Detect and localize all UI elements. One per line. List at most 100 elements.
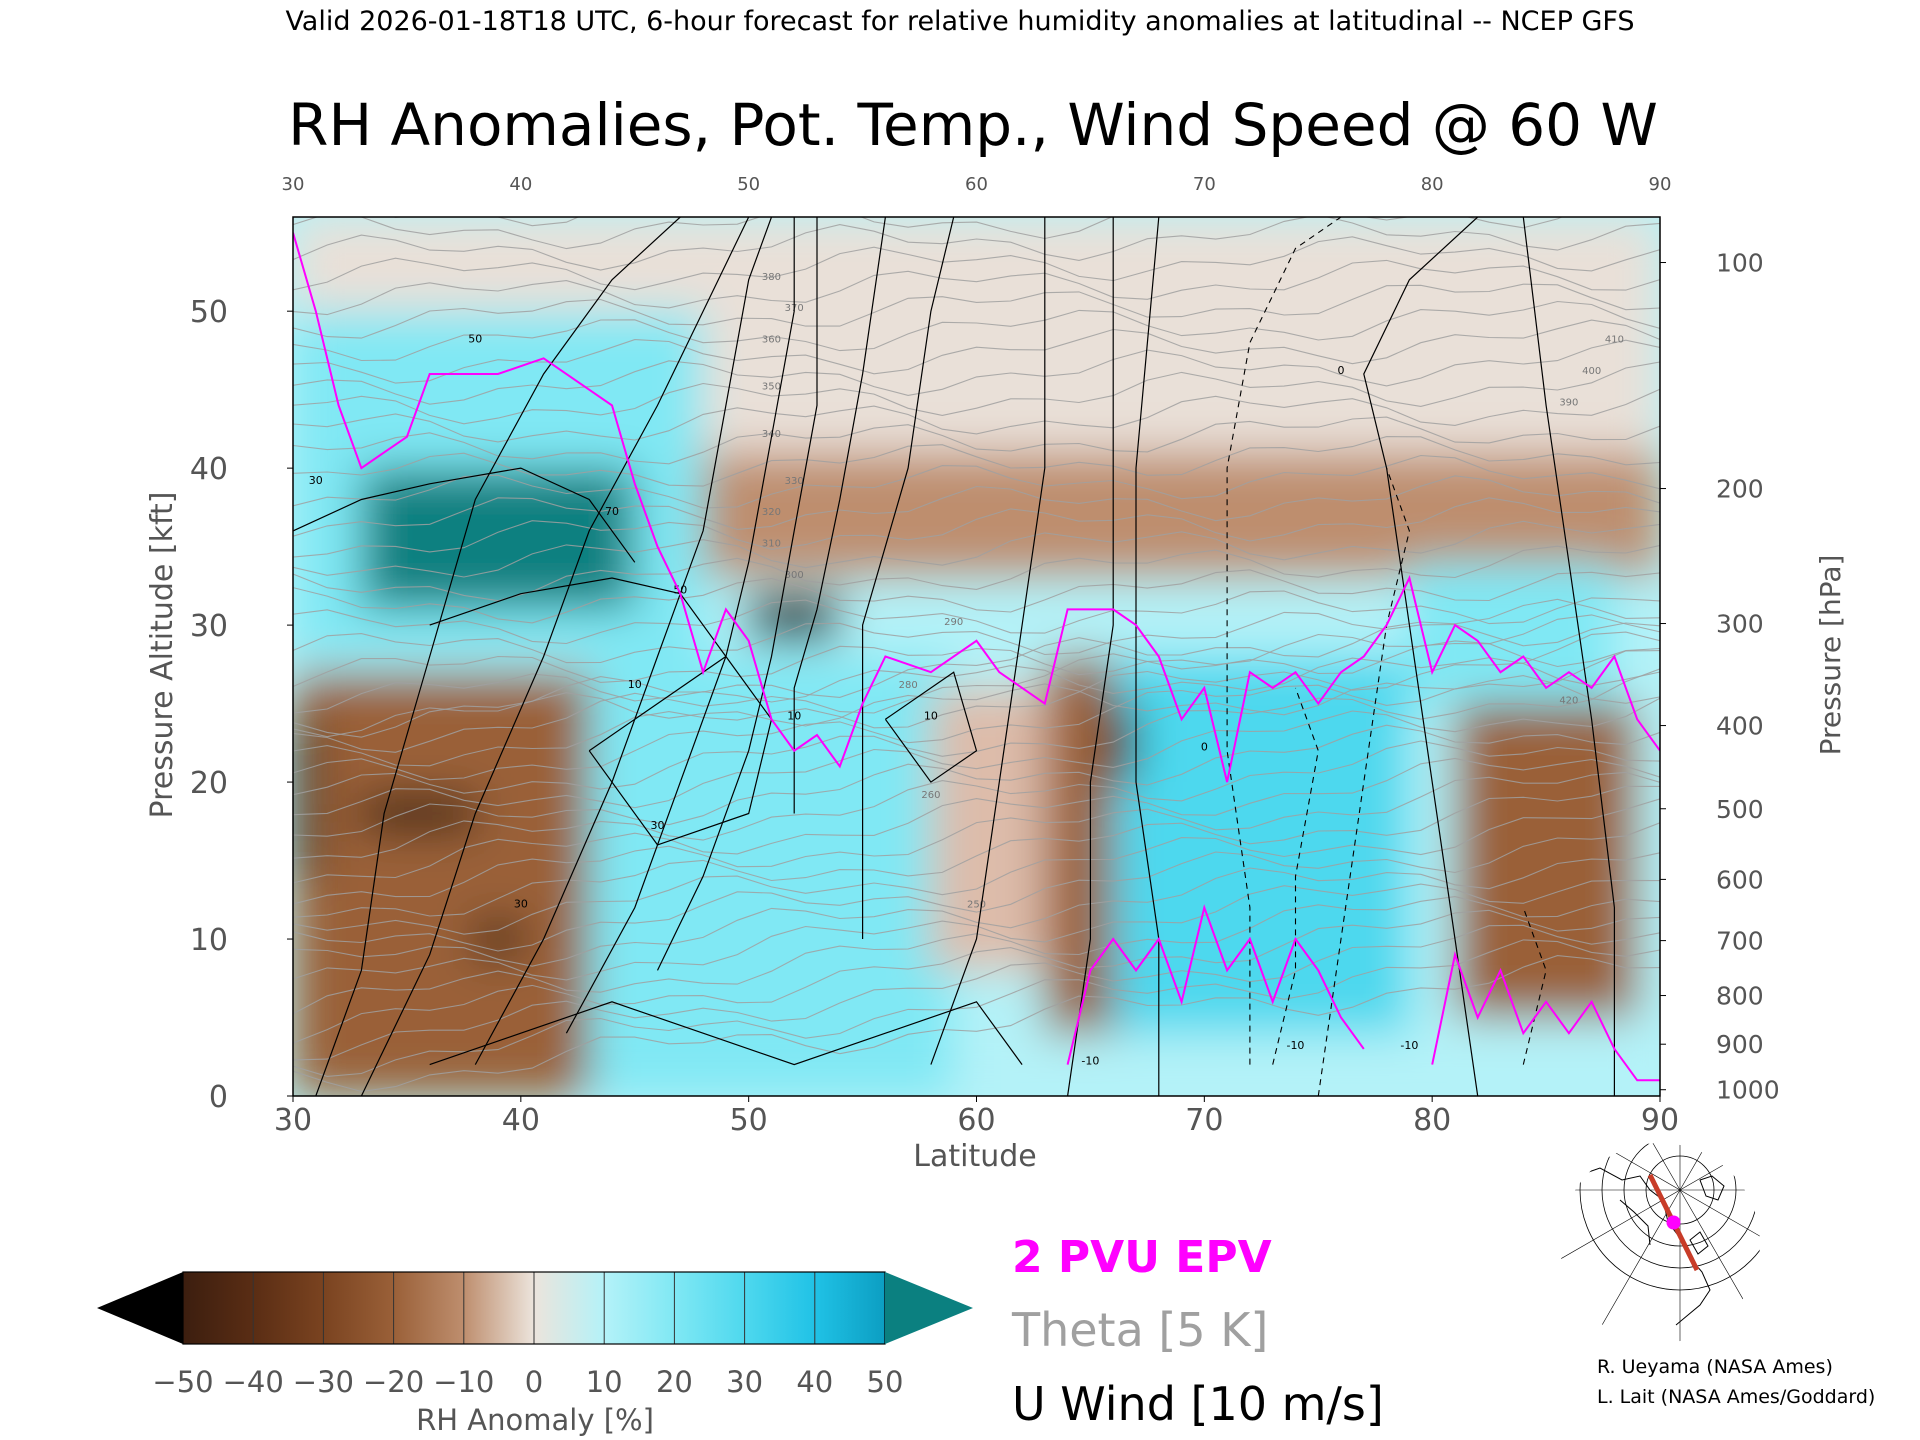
wind-label: 50 xyxy=(468,333,482,346)
theta-line xyxy=(293,822,1660,952)
x-tick-label: 60 xyxy=(957,1103,995,1138)
theta-line xyxy=(293,879,1660,981)
wind-contour xyxy=(1135,217,1160,1096)
x-tick-label: 70 xyxy=(1185,1103,1223,1138)
map-meridian xyxy=(1569,1189,1681,1343)
wind-contour xyxy=(429,1001,1023,1066)
x-tick-label: 40 xyxy=(502,1103,540,1138)
theta-line xyxy=(392,217,580,227)
wind-label: 10 xyxy=(787,709,801,722)
rh-region xyxy=(1113,656,1410,1034)
x-tick-label: 80 xyxy=(1413,1103,1451,1138)
theta-line xyxy=(293,475,1660,537)
rh-region xyxy=(748,593,840,641)
theta-line xyxy=(293,497,1660,558)
theta-line xyxy=(293,633,1660,688)
theta-line xyxy=(293,896,1660,1015)
x-tick-label: 90 xyxy=(1641,1103,1679,1138)
theta-line xyxy=(293,598,1660,738)
wind-label: 30 xyxy=(514,898,528,911)
theta-line xyxy=(293,319,1660,384)
top-tick-label: 90 xyxy=(1649,174,1672,195)
colorbar-segment xyxy=(534,1272,605,1344)
theta-label: 320 xyxy=(762,507,781,518)
colorbar-tick-label: −50 xyxy=(152,1365,213,1399)
wind-contour xyxy=(360,217,750,1096)
theta-line xyxy=(293,675,1660,738)
wind-label: 0 xyxy=(1338,364,1345,377)
map-coastline xyxy=(1579,1167,1725,1326)
legend-epv: 2 PVU EPV xyxy=(1012,1232,1272,1283)
wind-label: -10 xyxy=(1286,1039,1304,1052)
map-meridian xyxy=(1679,1143,1760,1191)
theta-line xyxy=(293,436,1660,487)
top-tick-label: 30 xyxy=(282,174,305,195)
y-tick-label: 20 xyxy=(190,766,228,801)
map-meridian xyxy=(1679,1143,1760,1191)
colorbar-segment xyxy=(674,1272,745,1344)
theta-line xyxy=(293,361,1660,425)
map-meridian xyxy=(1679,1189,1760,1343)
theta-label: 300 xyxy=(785,570,804,581)
pressure-tick-label: 900 xyxy=(1716,1030,1764,1059)
theta-label: 290 xyxy=(944,617,963,628)
pressure-tick-label: 200 xyxy=(1716,475,1764,504)
wind-contour xyxy=(656,217,818,971)
pressure-tick-label: 400 xyxy=(1716,712,1764,741)
rh-region xyxy=(361,468,635,610)
colorbar-segment xyxy=(323,1272,394,1344)
theta-line xyxy=(293,924,1660,1061)
y-tick-label: 40 xyxy=(190,452,228,487)
wind-contour xyxy=(1522,217,1615,1096)
colorbar-segment xyxy=(814,1272,885,1344)
pressure-tick-label: 500 xyxy=(1716,795,1764,824)
wind-contour xyxy=(930,217,1046,1065)
theta-line xyxy=(293,300,1660,362)
colorbar-tick-label: −30 xyxy=(293,1365,354,1399)
legend-theta: Theta [5 K] xyxy=(1011,1303,1268,1357)
top-tick-label: 60 xyxy=(965,174,988,195)
theta-line xyxy=(293,697,1660,816)
theta-line xyxy=(293,740,1660,859)
top-tick-label: 40 xyxy=(509,174,532,195)
theta-label: 280 xyxy=(899,680,918,691)
wind-label: 30 xyxy=(651,819,665,832)
colorbar-segment xyxy=(744,1272,815,1344)
theta-label: 310 xyxy=(762,539,781,550)
credit-line-2: L. Lait (NASA Ames/Goddard) xyxy=(1597,1386,1875,1408)
rh-region xyxy=(293,719,316,877)
theta-line xyxy=(293,757,1660,884)
rh-region xyxy=(930,687,1045,971)
rh-region xyxy=(1113,703,1136,783)
theta-label: 420 xyxy=(1559,696,1578,707)
colorbar-segment xyxy=(183,1272,254,1344)
theta-line xyxy=(293,771,1660,905)
header-text: Valid 2026-01-18T18 UTC, 6-hour forecast… xyxy=(285,6,1634,37)
theta-label: 380 xyxy=(762,272,781,283)
colorbar-tick-label: −40 xyxy=(223,1365,284,1399)
wind-contour-negative xyxy=(1317,467,1410,1096)
theta-line xyxy=(293,650,1660,781)
colorbar: −50 −40 −30 −20 −10 0 10 20 30 40 50 xyxy=(97,1271,973,1399)
colorbar-segment xyxy=(463,1272,534,1344)
colorbar-tick-label: 10 xyxy=(586,1365,623,1399)
colorbar-tick-label: −20 xyxy=(363,1365,424,1399)
wind-label: 70 xyxy=(605,505,619,518)
colorbar-tick-label: 50 xyxy=(867,1365,904,1399)
colorbar-max-arrow xyxy=(885,1272,973,1344)
theta-line xyxy=(293,283,1660,339)
top-tick-label: 70 xyxy=(1193,174,1216,195)
rh-region xyxy=(1454,703,1638,1018)
colorbar-segment xyxy=(393,1272,464,1344)
wind-contour-negative xyxy=(1272,687,1319,1065)
wind-contour-negative xyxy=(1226,217,1342,1065)
pressure-tick-label: 600 xyxy=(1716,865,1764,894)
credit-line-1: R. Ueyama (NASA Ames) xyxy=(1597,1356,1833,1378)
wind-contour xyxy=(793,217,886,814)
colorbar-tick-label: −10 xyxy=(433,1365,494,1399)
colorbar-segment xyxy=(604,1272,675,1344)
wind-contour xyxy=(315,217,681,1096)
theta-line xyxy=(293,611,1660,664)
